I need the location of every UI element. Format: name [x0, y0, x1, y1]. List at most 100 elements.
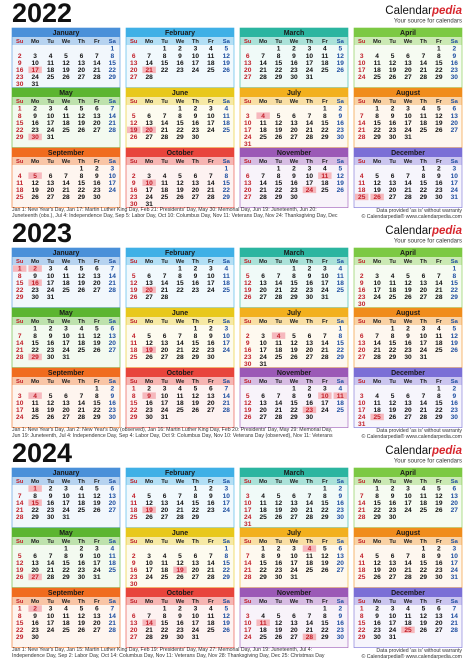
day-number: 16: [435, 180, 443, 187]
day-number: 27: [420, 294, 428, 301]
weekday-label: Th: [306, 479, 314, 485]
day-number: 3: [49, 606, 53, 613]
day-number: 13: [435, 613, 443, 620]
day-number: 15: [16, 620, 24, 627]
weekday-label: Tu: [275, 319, 282, 325]
weekday-label: Th: [192, 39, 200, 45]
day-number: 2: [308, 266, 312, 273]
weekday-label: Mo: [31, 319, 40, 325]
day-number: 29: [16, 294, 24, 301]
day-number: 12: [78, 613, 86, 620]
weekday-label: We: [290, 599, 299, 605]
month-header: [12, 308, 120, 317]
holiday-highlight: [28, 353, 42, 361]
day-number: 29: [16, 134, 24, 141]
day-number: 10: [207, 113, 215, 120]
day-number: 9: [292, 173, 296, 180]
day-number: 31: [31, 81, 39, 88]
day-number: 22: [373, 127, 381, 134]
day-number: 13: [389, 560, 397, 567]
day-number: 13: [93, 613, 101, 620]
month-background: [125, 467, 235, 528]
day-number: 4: [375, 393, 379, 400]
day-number: 11: [130, 340, 137, 347]
day-number: 12: [373, 180, 381, 187]
day-number: 31: [321, 294, 329, 301]
day-number: 14: [244, 560, 252, 567]
weekday-label: Fr: [208, 319, 215, 325]
day-number: 12: [176, 560, 184, 567]
weekday-label: Su: [130, 539, 138, 545]
day-number: 24: [16, 414, 24, 421]
day-number: 7: [147, 613, 151, 620]
day-number: 5: [95, 326, 99, 333]
weekday-label: Tu: [47, 99, 54, 105]
day-number: 16: [145, 400, 153, 407]
day-number: 24: [321, 287, 329, 294]
day-number: 27: [93, 287, 101, 294]
day-number: 16: [389, 500, 397, 507]
month-name: June: [172, 530, 188, 537]
day-number: 18: [306, 560, 314, 567]
weekday-row: [126, 377, 234, 385]
day-number: 18: [47, 67, 55, 74]
day-number: 29: [435, 414, 443, 421]
weekday-label: Fr: [436, 599, 443, 605]
day-number: 24: [259, 354, 267, 361]
day-number: 1: [163, 46, 167, 53]
holiday-highlight: [28, 605, 42, 612]
day-number: 23: [109, 407, 117, 414]
holiday-note-box: Jan 1: New Year's Day, Jan 15: Martin Lu…: [12, 647, 324, 659]
weekday-label: Th: [78, 39, 86, 45]
day-number: 5: [277, 113, 281, 120]
day-number: 4: [406, 606, 410, 613]
day-number: 14: [16, 340, 24, 347]
weekday-row: [126, 97, 234, 105]
day-number: 25: [47, 74, 55, 81]
month-background: [125, 87, 235, 148]
day-number: 20: [389, 567, 397, 574]
day-number: 31: [145, 201, 153, 208]
weekday-label: Th: [78, 379, 86, 385]
day-number: 28: [275, 414, 283, 421]
holiday-highlight: [318, 172, 332, 179]
day-number: 25: [207, 627, 215, 634]
day-number: 1: [18, 106, 22, 113]
weekday-label: Fr: [436, 539, 443, 545]
day-number: 9: [95, 173, 99, 180]
day-number: 15: [358, 620, 366, 627]
day-number: 27: [130, 74, 138, 81]
month-background: [11, 27, 121, 88]
month-background: [125, 147, 235, 208]
day-number: 17: [161, 400, 169, 407]
month-background: [125, 527, 235, 588]
weekday-label: Mo: [373, 379, 382, 385]
day-number: 20: [62, 407, 70, 414]
day-number: 29: [176, 134, 184, 141]
day-number: 21: [47, 567, 55, 574]
day-number: 20: [404, 407, 412, 414]
day-number: 31: [93, 574, 101, 581]
day-number: 6: [163, 333, 167, 340]
day-number: 23: [404, 347, 412, 354]
day-number: 10: [62, 493, 70, 500]
day-number: 29: [290, 294, 298, 301]
day-number: 30: [306, 414, 314, 421]
day-number: 31: [259, 361, 267, 368]
day-number: 8: [194, 333, 198, 340]
day-number: 27: [358, 354, 366, 361]
day-number: 4: [277, 333, 281, 340]
weekday-label: Sa: [109, 539, 117, 545]
day-number: 17: [62, 500, 70, 507]
day-number: 11: [78, 493, 85, 500]
day-number: 18: [337, 400, 345, 407]
day-number: 1: [375, 486, 379, 493]
day-number: 7: [437, 273, 441, 280]
day-number: 21: [16, 507, 24, 514]
month-header: [354, 248, 462, 257]
holiday-highlight: [256, 112, 270, 119]
